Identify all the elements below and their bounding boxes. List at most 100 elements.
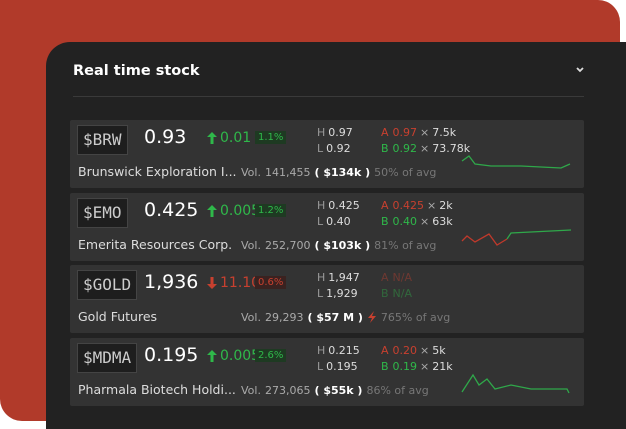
sparkline bbox=[461, 229, 572, 246]
times: × bbox=[420, 359, 430, 373]
average: 86% of avg bbox=[366, 383, 429, 397]
change: 0.005 bbox=[220, 347, 261, 364]
high-label: H bbox=[317, 198, 326, 212]
average: 50% of avg bbox=[374, 166, 437, 179]
ask-price: N/A bbox=[392, 271, 412, 284]
high-line: H 0.97 bbox=[317, 126, 353, 139]
bid-size: 73.78k bbox=[432, 142, 471, 155]
traded-value: ( $134k ) bbox=[314, 166, 371, 179]
times: × bbox=[427, 198, 437, 212]
ask-size: 7.5k bbox=[432, 126, 457, 139]
stock-widget: Real time stock $BRW 0.93 0.01 1.1% H 0.97 L 0.… bbox=[46, 42, 626, 429]
bid-line: B 0.92 × 73.78k bbox=[381, 142, 470, 155]
stock-row[interactable]: $MDMA 0.195 0.005 2.6% H 0.215 L 0.195 A 0.20 × 5k B… bbox=[70, 337, 584, 406]
symbol: $EMO bbox=[77, 197, 128, 228]
ask-label: A bbox=[381, 343, 389, 357]
high-value: 0.425 bbox=[328, 198, 360, 212]
volume-line: Vol. 273,065( $55k ) 86% of avg bbox=[241, 384, 429, 397]
low-line: L 0.195 bbox=[317, 360, 358, 373]
volume: 252,700 bbox=[264, 238, 311, 252]
bid-price: N/A bbox=[392, 287, 413, 300]
volume-label: Vol. bbox=[241, 238, 261, 252]
ask-line: A 0.425 × 2k bbox=[381, 199, 453, 212]
symbol: $MDMA bbox=[77, 342, 138, 373]
average: 765% of avg bbox=[380, 311, 451, 324]
price: 0.93 bbox=[144, 126, 187, 148]
company-name: Pharmala Biotech Holdi... bbox=[78, 381, 236, 397]
company-name: Brunswick Exploration I... bbox=[78, 164, 237, 179]
times: × bbox=[420, 343, 430, 357]
bid-line: B 0.40 × 63k bbox=[381, 215, 453, 228]
stock-row[interactable]: $GOLD 1,936 11.10 0.6% H 1,947 L 1,929 A N/A B N/A G… bbox=[70, 265, 584, 333]
ask-label: A bbox=[381, 198, 389, 212]
sparkline bbox=[461, 155, 571, 169]
change: 0.005 bbox=[220, 202, 261, 219]
arrow-up bbox=[207, 204, 217, 217]
high-label: H bbox=[317, 126, 326, 139]
ask-price: 0.20 bbox=[392, 343, 418, 357]
symbol: $GOLD bbox=[77, 270, 138, 300]
low-label: L bbox=[317, 142, 324, 155]
price: 0.195 bbox=[144, 343, 199, 366]
collapse-toggle[interactable] bbox=[575, 66, 585, 74]
arrow-up bbox=[207, 349, 217, 362]
high-value: 0.97 bbox=[328, 126, 353, 139]
bid-label: B bbox=[381, 359, 389, 373]
bid-label: B bbox=[381, 287, 389, 300]
times: × bbox=[420, 126, 430, 139]
stock-row[interactable]: $EMO 0.425 0.005 1.2% H 0.425 L 0.40 A 0.425 × 2k B 0… bbox=[70, 192, 584, 261]
traded-value: ( $103k ) bbox=[314, 238, 371, 252]
change: 0.01 bbox=[220, 130, 252, 146]
price: 0.425 bbox=[144, 198, 199, 221]
high-value: 1,947 bbox=[328, 271, 360, 284]
change-percent: 1.1% bbox=[255, 131, 287, 144]
ask-label: A bbox=[381, 271, 389, 284]
high-line: H 1,947 bbox=[317, 271, 360, 284]
volume-label: Vol. bbox=[241, 383, 261, 397]
company-name: Emerita Resources Corp. bbox=[78, 236, 233, 252]
high-label: H bbox=[317, 271, 326, 284]
sparkline bbox=[461, 373, 570, 394]
symbol: $BRW bbox=[77, 125, 128, 155]
volume-line: Vol. 29,293( $57 M ) 765% of avg bbox=[241, 311, 450, 324]
traded-value: ( $55k ) bbox=[314, 383, 363, 397]
arrow-down bbox=[207, 277, 217, 289]
high-line: H 0.425 bbox=[317, 199, 360, 212]
low-label: L bbox=[317, 287, 324, 300]
volume: 29,293 bbox=[264, 311, 304, 324]
bid-label: B bbox=[381, 214, 389, 228]
ask-price: 0.97 bbox=[392, 126, 418, 139]
low-value: 0.195 bbox=[326, 359, 358, 373]
times: × bbox=[420, 214, 430, 228]
low-label: L bbox=[317, 359, 324, 373]
low-value: 0.92 bbox=[326, 142, 351, 155]
traded-value: ( $57 M ) bbox=[307, 311, 363, 324]
average: 81% of avg bbox=[374, 238, 437, 252]
change-percent: 2.6% bbox=[255, 348, 287, 362]
low-label: L bbox=[317, 214, 324, 228]
spike-icon bbox=[367, 311, 376, 323]
volume-line: Vol. 141,455( $134k ) 50% of avg bbox=[241, 166, 436, 179]
bid-size: 63k bbox=[432, 214, 453, 228]
ask-label: A bbox=[381, 126, 389, 139]
low-line: L 0.40 bbox=[317, 215, 351, 228]
times: × bbox=[420, 142, 430, 155]
volume: 141,455 bbox=[264, 166, 311, 179]
bid-line: B 0.19 × 21k bbox=[381, 360, 453, 373]
bid-price: 0.19 bbox=[392, 359, 418, 373]
ask-line: A N/A bbox=[381, 271, 412, 284]
price: 1,936 bbox=[144, 271, 199, 293]
high-line: H 0.215 bbox=[317, 344, 360, 357]
volume-line: Vol. 252,700( $103k ) 81% of avg bbox=[241, 239, 436, 252]
ask-size: 2k bbox=[439, 198, 453, 212]
stock-row[interactable]: $BRW 0.93 0.01 1.1% H 0.97 L 0.92 A 0.97 × 7.5k B 0.9… bbox=[70, 120, 584, 188]
high-value: 0.215 bbox=[328, 343, 360, 357]
volume-label: Vol. bbox=[241, 166, 261, 179]
low-line: L 1,929 bbox=[317, 287, 358, 300]
low-value: 1,929 bbox=[326, 287, 358, 300]
company-name: Gold Futures bbox=[78, 309, 158, 324]
low-line: L 0.92 bbox=[317, 142, 351, 155]
volume-label: Vol. bbox=[241, 311, 261, 324]
change-percent: 0.6% bbox=[255, 276, 287, 289]
